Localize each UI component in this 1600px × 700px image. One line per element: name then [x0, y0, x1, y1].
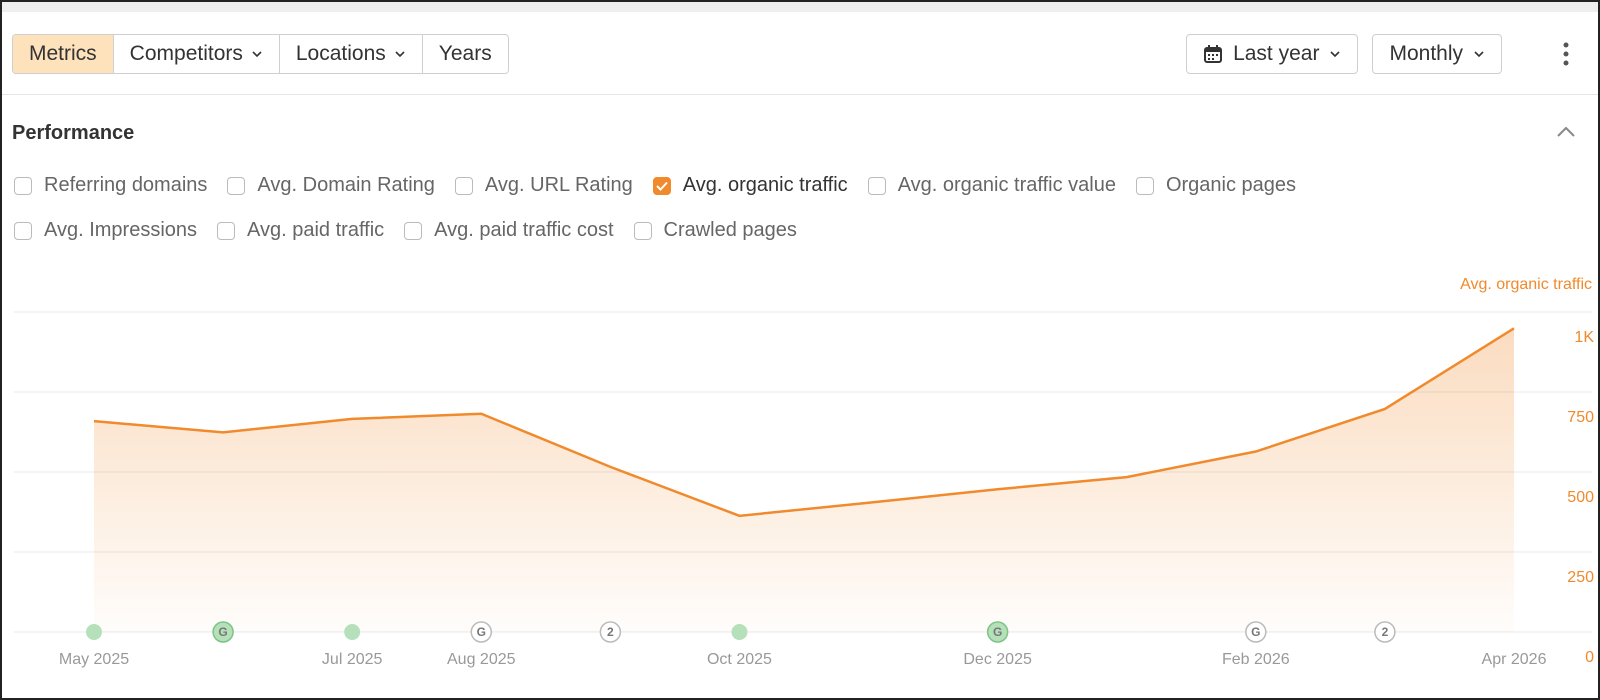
collapse-button[interactable] — [1556, 126, 1576, 138]
metric-row: Avg. Impressions Avg. paid traffic Avg. pa… — [14, 219, 797, 242]
annotation-label: G — [477, 625, 486, 639]
chevron — [395, 51, 405, 58]
metric-label: Avg. organic traffic — [682, 174, 848, 196]
annotation-dot — [86, 624, 102, 640]
axis-title: Avg. organic traffic — [1460, 276, 1592, 293]
annotation-dot — [344, 624, 361, 640]
tab[interactable]: Metrics — [13, 35, 114, 73]
checkbox[interactable] — [14, 221, 32, 240]
tab[interactable]: Competitors — [113, 35, 280, 73]
checkbox[interactable] — [633, 221, 652, 240]
y-tick-label: 500 — [1567, 489, 1594, 506]
annotation-marker — [470, 621, 493, 643]
metric-option[interactable]: Organic pages — [1135, 174, 1297, 197]
calendar-icon — [1204, 45, 1223, 63]
chevron — [1330, 51, 1341, 58]
metric-label: Crawled pages — [663, 219, 797, 241]
y-tick-label: 250 — [1567, 569, 1594, 586]
checkbox[interactable] — [14, 176, 32, 195]
metric-option[interactable]: Crawled pages — [633, 219, 797, 242]
metric-label: Avg. paid traffic cost — [434, 219, 614, 241]
metric-label: Avg. Impressions — [44, 219, 198, 241]
x-tick-label: May 2025 — [59, 651, 129, 668]
y-tick-label: 1K — [1574, 329, 1594, 346]
metric-label: Avg. Domain Rating — [257, 174, 435, 196]
separator — [2, 94, 1598, 95]
x-tick-label: Feb 2026 — [1222, 651, 1290, 668]
annotation-marker — [1245, 621, 1267, 643]
tab-label: Metrics — [29, 42, 97, 65]
metric-option[interactable]: Avg. paid traffic — [217, 219, 384, 242]
metric-option[interactable]: Referring domains — [14, 174, 207, 197]
x-tick-label: Apr 2026 — [1482, 651, 1547, 668]
annotation-label: G — [218, 625, 227, 639]
x-tick-label: Oct 2025 — [707, 651, 772, 668]
y-tick-label: 750 — [1567, 409, 1594, 426]
metric-row: Referring domains Avg. Domain Rating Avg. … — [14, 174, 1296, 197]
tab-label: Locations — [295, 42, 386, 65]
metric-label: Avg. URL Rating — [484, 174, 633, 196]
metric-option[interactable]: Avg. organic traffic value — [867, 174, 1116, 197]
tab-label: Competitors — [129, 42, 243, 65]
checkbox[interactable] — [652, 176, 671, 195]
metric-option[interactable]: Avg. URL Rating — [454, 174, 633, 197]
toolbar-right: Last year Monthly — [1186, 34, 1502, 74]
metric-option[interactable]: Avg. organic traffic — [652, 174, 848, 197]
checkbox[interactable] — [404, 221, 423, 240]
metric-option[interactable]: Avg. Domain Rating — [227, 174, 435, 197]
annotation-label: G — [993, 625, 1002, 639]
tab[interactable]: Locations — [279, 35, 423, 73]
section-title: Performance — [12, 122, 135, 144]
interval-button[interactable]: Monthly — [1372, 34, 1502, 74]
area — [94, 328, 1514, 632]
metric-label: Avg. paid traffic — [247, 219, 385, 241]
x-tick-label: Aug 2025 — [447, 651, 516, 668]
checkbox[interactable] — [454, 176, 473, 195]
chart: Avg. organic traffic 0 250 500 750 1K May 2025… — [14, 276, 1594, 668]
metric-label: Organic pages — [1165, 174, 1297, 196]
checkbox[interactable] — [217, 221, 236, 240]
date-range: Last year — [1233, 42, 1320, 65]
annotation-marker — [1374, 621, 1396, 643]
tab-label: Years — [438, 42, 492, 65]
annotation-dot — [731, 624, 748, 640]
annotation-marker — [986, 621, 1009, 643]
x-tick-label: Jul 2025 — [322, 651, 383, 668]
metric-label: Avg. organic traffic value — [897, 174, 1116, 196]
metric-label: Referring domains — [44, 174, 208, 196]
metric-option[interactable]: Avg. paid traffic cost — [404, 219, 614, 242]
tab[interactable]: Years — [422, 35, 508, 73]
check-icon — [656, 181, 668, 191]
metric-tabs: Metrics Competitors Locations Years — [12, 34, 509, 74]
annotation-label: 2 — [607, 625, 614, 639]
annotation-label: G — [1251, 625, 1260, 639]
annotation-label: 2 — [1382, 625, 1389, 639]
interval: Monthly — [1389, 42, 1463, 65]
x-tick-label: Dec 2025 — [963, 651, 1032, 668]
metric-option[interactable]: Avg. Impressions — [14, 219, 197, 242]
y-tick-label: 0 — [1585, 649, 1594, 666]
checkbox[interactable] — [1135, 176, 1154, 195]
chevron — [1474, 51, 1484, 58]
chevron — [252, 51, 262, 58]
line — [93, 327, 1515, 518]
checkbox[interactable] — [227, 176, 246, 195]
annotation-marker — [212, 621, 234, 643]
checkbox[interactable] — [867, 176, 886, 195]
annotation-marker — [599, 621, 622, 643]
more-menu[interactable] — [1562, 42, 1570, 66]
date-range-button[interactable]: Last year — [1186, 34, 1359, 74]
top-strip — [2, 2, 1598, 12]
